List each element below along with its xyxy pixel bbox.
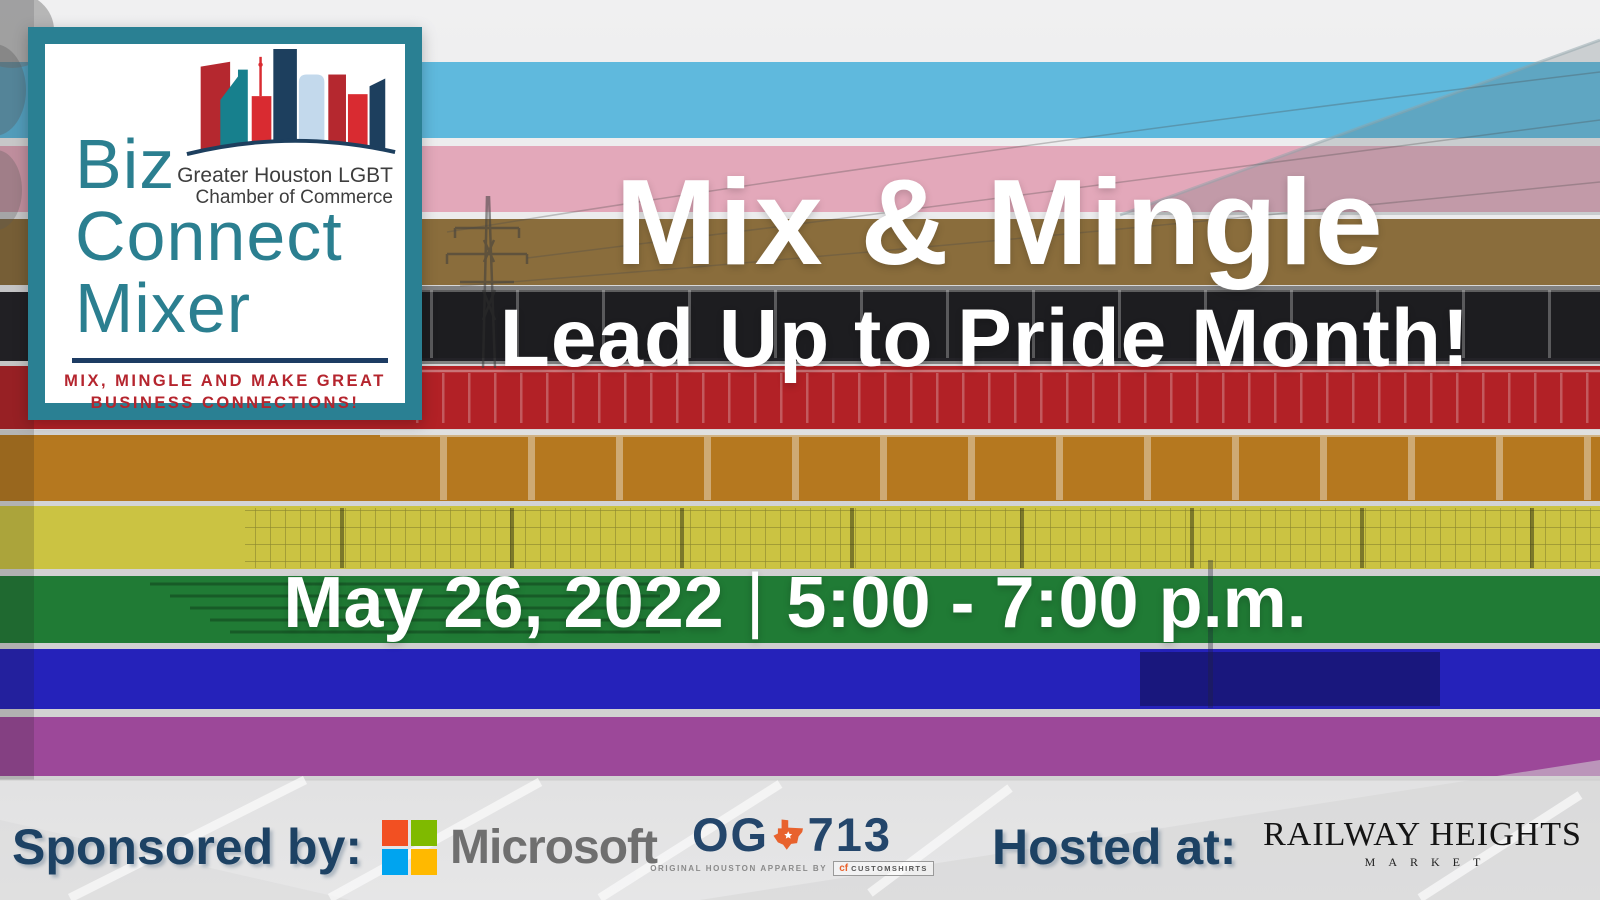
event-time: 5:00 - 7:00 p.m. (786, 563, 1307, 643)
ms-square-green (411, 820, 437, 846)
pride-stripe-blue (0, 649, 1600, 709)
datetime-separator: | (745, 560, 765, 640)
event-datetime: May 26, 2022 | 5:00 - 7:00 p.m. (0, 560, 1590, 644)
og713-713-text: 713 (807, 808, 892, 861)
pride-stripe-purple (0, 717, 1600, 776)
wordmark-line-2: Connect (75, 197, 343, 275)
event-title: Mix & Mingle (615, 154, 1385, 290)
venue-subname: MARKET (1364, 855, 1494, 869)
houston-skyline-icon (183, 49, 399, 161)
pride-stripe-green (0, 576, 1600, 643)
chamber-logo-card: Biz Connect Mixer Greater Houston LGBT C… (28, 27, 422, 420)
chamber-name-line-2: Chamber of Commerce (195, 187, 393, 208)
chamber-name: Greater Houston LGBT Chamber of Commerce (143, 164, 393, 208)
customshirts-badge: cf CUSTOMSHIRTS (833, 861, 934, 876)
chamber-name-line-1: Greater Houston LGBT (177, 164, 393, 187)
event-date: May 26, 2022 (283, 563, 724, 643)
venue-name: RAILWAY HEIGHTS (1263, 816, 1582, 853)
event-subtitle: Lead Up to Pride Month! (499, 293, 1471, 384)
railway-heights-logo: RAILWAY HEIGHTS MARKET (1250, 816, 1595, 870)
microsoft-wordmark: Microsoft (450, 821, 658, 874)
wordmark-line-3: Mixer (75, 269, 252, 347)
ms-square-red (382, 820, 408, 846)
biz-connect-mixer-wordmark: Biz Connect Mixer (75, 128, 343, 344)
og713-og-text: OG (692, 808, 770, 861)
card-divider-line (72, 358, 388, 363)
card-tagline-line-2: BUSINESS CONNECTIONS! (90, 394, 360, 412)
card-tagline-line-1: MIX, MINGLE AND MAKE GREAT (64, 372, 386, 390)
card-tagline: MIX, MINGLE AND MAKE GREAT BUSINESS CONN… (45, 370, 405, 414)
wordmark-line-1: Biz (75, 125, 176, 203)
texas-icon (773, 819, 804, 850)
ms-square-yellow (411, 849, 437, 875)
hosted-at-label: Hosted at: (992, 819, 1237, 875)
microsoft-logo: Microsoft (382, 820, 658, 875)
customshirts-badge-text: CUSTOMSHIRTS (851, 864, 928, 873)
og713-logo: OG 713 ORIGINAL HOUSTON APPAREL BY cf CU… (650, 808, 934, 876)
ms-square-blue (382, 849, 408, 875)
sponsored-by-label: Sponsored by: (12, 819, 363, 875)
og713-tagline: ORIGINAL HOUSTON APPAREL BY (650, 864, 828, 873)
customshirts-badge-icon: cf (839, 863, 849, 874)
microsoft-squares-icon (382, 820, 437, 875)
